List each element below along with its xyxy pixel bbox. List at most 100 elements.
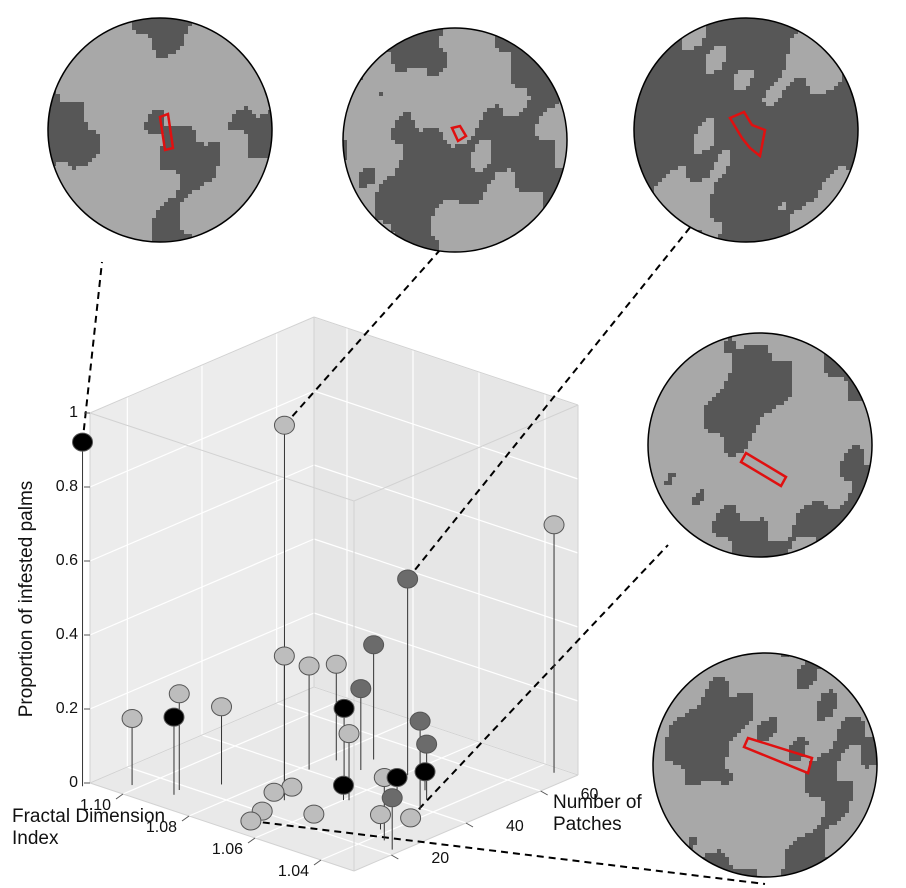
inset-patch	[152, 230, 184, 234]
inset-patch	[816, 537, 872, 541]
inset-patch	[483, 116, 539, 120]
inset-patch	[808, 337, 820, 341]
inset-patch	[248, 142, 272, 146]
inset-patch	[232, 118, 272, 122]
inset-patch	[664, 481, 672, 485]
inset-patch	[868, 525, 872, 529]
inset-patch	[391, 228, 431, 232]
inset-patch	[796, 521, 864, 525]
inset-patch	[511, 68, 567, 72]
inset-patch	[714, 190, 818, 194]
inset-patch	[732, 369, 792, 373]
inset-patch	[164, 138, 196, 142]
inset-patch	[399, 164, 471, 168]
inset-patch	[837, 733, 865, 737]
inset-patch	[648, 513, 656, 517]
inset-patch	[702, 38, 790, 42]
point	[334, 699, 354, 717]
inset-patch	[705, 689, 729, 693]
inset-patch	[152, 234, 192, 238]
inset-patch	[846, 234, 858, 238]
inset-patch	[648, 525, 660, 529]
inset-patch	[634, 218, 670, 222]
inset-map	[48, 18, 272, 242]
inset-patch	[48, 26, 64, 30]
inset-patch	[685, 773, 733, 777]
inset-patch	[712, 525, 768, 529]
inset-patch	[778, 98, 858, 102]
inset-patch	[840, 461, 864, 465]
inset-patch	[519, 112, 543, 116]
inset-patch	[387, 176, 495, 180]
inset-patch	[705, 693, 729, 697]
inset-patch	[710, 206, 778, 210]
inset-patch	[785, 849, 825, 853]
inset-patch	[343, 72, 363, 76]
inset-patch	[648, 533, 668, 537]
inset-patch	[68, 162, 88, 166]
inset-patch	[805, 833, 825, 837]
inset-patch	[176, 170, 216, 174]
inset-patch	[48, 194, 60, 198]
inset-patch	[156, 210, 180, 214]
inset-patch	[634, 182, 658, 186]
inset-patch	[648, 365, 668, 369]
inset-patch	[722, 226, 790, 230]
inset-patch	[543, 192, 567, 196]
inset-patch	[825, 805, 849, 809]
inset-patch	[634, 86, 734, 90]
inset-patch	[724, 349, 768, 353]
inset-patch	[825, 809, 849, 813]
inset-patch	[180, 186, 200, 190]
inset-patch	[351, 60, 371, 64]
inset-patch	[712, 529, 768, 533]
inset-patch	[710, 210, 794, 214]
inset-patch	[694, 46, 714, 50]
z-tick-label: 0.6	[56, 552, 78, 569]
point	[398, 570, 418, 588]
inset-patch	[722, 230, 790, 234]
inset-patch	[726, 166, 838, 170]
inset-patch	[395, 120, 415, 124]
inset-patch	[794, 78, 806, 82]
inset-patch	[48, 114, 84, 118]
inset-patch	[527, 104, 555, 108]
inset-patch	[648, 501, 660, 505]
inset-patch	[160, 206, 180, 210]
inset-patch	[391, 136, 443, 140]
inset-patch	[495, 32, 567, 36]
inset-patch	[724, 445, 748, 449]
inset-patch	[716, 393, 792, 397]
inset-patch	[511, 80, 567, 84]
inset-patch	[786, 206, 802, 210]
inset-patch	[669, 729, 741, 733]
inset-patch	[846, 66, 858, 70]
inset-patch	[817, 757, 841, 761]
inset-patch	[761, 721, 777, 725]
inset-patch	[732, 353, 772, 357]
inset-patch	[848, 449, 864, 453]
inset-patch	[844, 457, 864, 461]
inset-patch	[48, 122, 88, 126]
inset-patch	[634, 78, 734, 82]
inset-patch	[830, 34, 858, 38]
y-tick-label: 20	[431, 850, 449, 867]
inset-patch	[403, 156, 471, 160]
inset-patch	[648, 341, 652, 345]
inset-patch	[511, 52, 567, 56]
inset-patch	[648, 505, 656, 509]
inset-patch	[160, 162, 220, 166]
inset-patch	[842, 238, 858, 242]
inset-patch	[846, 70, 858, 74]
inset-patch	[816, 541, 872, 545]
inset-patch	[634, 214, 670, 218]
inset-patch	[785, 853, 825, 857]
inset-patch	[706, 22, 814, 26]
inset-patch	[634, 174, 666, 178]
inset-patch	[732, 365, 792, 369]
inset-patch	[714, 138, 858, 142]
point	[212, 698, 232, 716]
point	[274, 647, 294, 665]
inset-patch	[487, 108, 503, 112]
inset-patch	[713, 677, 725, 681]
